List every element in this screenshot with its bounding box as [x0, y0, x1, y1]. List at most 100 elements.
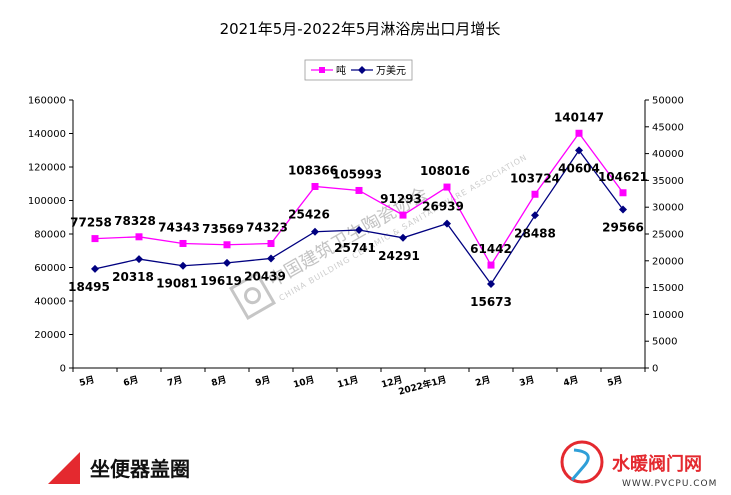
point-usd: [487, 279, 495, 288]
x-tick-label: 10月: [292, 374, 316, 390]
data-label-usd: 28488: [514, 226, 556, 240]
left-tick-label: 120000: [28, 163, 66, 174]
data-label-tons: 61442: [470, 242, 512, 256]
point-tons: [267, 240, 275, 248]
x-tick-label: 7月: [166, 374, 184, 389]
point-usd: [267, 254, 275, 263]
watermark-logo-ring: [244, 287, 261, 305]
left-tick-label: 80000: [34, 230, 66, 241]
x-tick-label: 12月: [380, 374, 404, 390]
data-label-usd: 15673: [470, 295, 512, 309]
point-usd: [355, 226, 363, 235]
x-tick-label: 9月: [254, 374, 272, 389]
point-usd: [443, 219, 451, 228]
x-tick-label: 2022年1月: [397, 373, 448, 397]
data-label-usd: 20439: [244, 269, 286, 283]
chart-title: 2021年5月-2022年5月淋浴房出口月增长: [220, 20, 501, 38]
point-usd: [575, 146, 583, 155]
brand-url: WWW.PVCPU.COM: [622, 479, 717, 489]
point-tons: [135, 233, 143, 241]
data-label-usd: 25426: [288, 208, 330, 222]
data-label-usd: 26939: [422, 200, 464, 214]
point-usd: [91, 264, 99, 273]
data-label-usd: 40604: [558, 161, 600, 175]
legend-marker-tons: [319, 67, 325, 73]
x-tick-label: 5月: [606, 374, 624, 389]
point-tons: [223, 241, 231, 249]
point-usd: [179, 261, 187, 270]
data-label-usd: 25741: [334, 241, 376, 255]
brand-logo-icon: [560, 440, 604, 484]
right-tick-label: 5000: [652, 337, 677, 348]
x-tick-label: 3月: [518, 374, 536, 389]
watermark-logo: [228, 271, 277, 320]
point-tons: [91, 235, 99, 243]
point-usd: [223, 258, 231, 267]
point-tons: [575, 129, 583, 137]
x-tick-label: 5月: [78, 374, 96, 389]
right-tick-label: 20000: [652, 256, 684, 267]
x-tick-label: 6月: [122, 374, 140, 389]
data-label-tons: 78328: [114, 214, 156, 228]
data-label-tons: 73569: [202, 222, 244, 236]
data-label-tons: 74343: [158, 220, 200, 234]
point-tons: [399, 211, 407, 219]
data-label-tons: 77258: [70, 216, 112, 230]
left-tick-label: 40000: [34, 297, 66, 308]
legend-label-tons: 吨: [336, 64, 346, 77]
point-usd: [619, 205, 627, 214]
right-tick-label: 30000: [652, 203, 684, 214]
data-label-usd: 19619: [200, 274, 242, 288]
data-label-tons: 108016: [420, 164, 470, 178]
left-tick-label: 100000: [28, 196, 66, 207]
footer-title: 坐便器盖圈: [90, 457, 190, 481]
legend-marker-usd: [358, 66, 366, 74]
point-tons: [487, 261, 495, 269]
right-tick-label: 15000: [652, 283, 684, 294]
data-label-tons: 74323: [246, 221, 288, 235]
data-label-tons: 103724: [510, 171, 560, 185]
point-tons: [619, 189, 627, 197]
data-label-usd: 20318: [112, 270, 154, 284]
data-label-usd: 29566: [602, 221, 644, 235]
point-tons: [531, 190, 539, 198]
point-usd: [135, 255, 143, 264]
series-lines: [91, 129, 627, 288]
point-tons: [443, 183, 451, 191]
x-tick-label: 4月: [562, 374, 580, 389]
x-tick-label: 8月: [210, 374, 228, 389]
legend-label-usd: 万美元: [376, 64, 406, 77]
brand-logo: 水暖阀门网 WWW.PVCPU.COM: [560, 440, 717, 489]
data-label-tons: 108366: [288, 163, 338, 177]
legend: 吨 万美元: [304, 59, 413, 81]
data-label-usd: 19081: [156, 277, 198, 291]
left-tick-label: 0: [60, 364, 66, 375]
point-usd: [531, 211, 539, 220]
right-tick-label: 50000: [652, 96, 684, 107]
point-tons: [179, 239, 187, 247]
left-tick-label: 60000: [34, 263, 66, 274]
right-tick-label: 40000: [652, 149, 684, 160]
footer-accent-icon: [48, 452, 80, 484]
right-tick-label: 25000: [652, 230, 684, 241]
data-label-tons: 140147: [554, 110, 604, 124]
point-usd: [399, 233, 407, 242]
data-label-tons: 91293: [380, 192, 422, 206]
right-tick-label: 10000: [652, 310, 684, 321]
point-tons: [311, 182, 319, 190]
footer: 坐便器盖圈: [48, 452, 190, 484]
right-tick-label: 0: [652, 364, 658, 375]
point-tons: [355, 186, 363, 194]
data-label-tons: 105993: [332, 167, 382, 181]
left-tick-label: 160000: [28, 96, 66, 107]
right-tick-label: 45000: [652, 122, 684, 133]
brand-logo-mark: [570, 448, 590, 481]
data-label-usd: 18495: [68, 280, 110, 294]
brand-name: 水暖阀门网: [612, 453, 702, 475]
left-tick-label: 20000: [34, 330, 66, 341]
right-tick-label: 35000: [652, 176, 684, 187]
data-label-tons: 104621: [598, 170, 648, 184]
axes: 0200004000060000800001000001200001400001…: [28, 96, 684, 398]
